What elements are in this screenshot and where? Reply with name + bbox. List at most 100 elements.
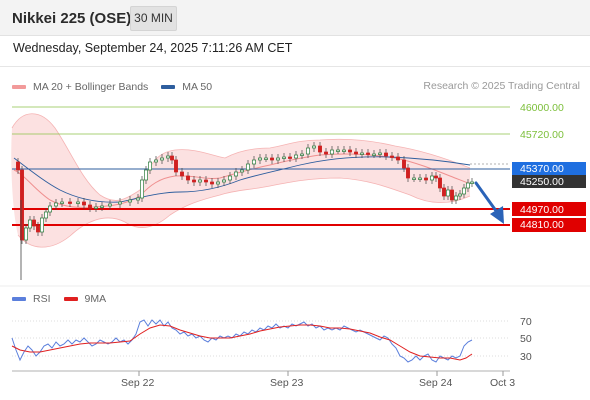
level-label-44970: 44970.00 bbox=[520, 204, 564, 216]
candle-body bbox=[466, 182, 470, 189]
candle-body bbox=[430, 175, 434, 181]
level-label-46000: 46000.00 bbox=[520, 102, 564, 114]
candle-body bbox=[210, 181, 214, 185]
candle-body bbox=[424, 177, 428, 181]
candle-body bbox=[108, 203, 112, 207]
candle-body bbox=[434, 175, 438, 179]
bollinger-lower bbox=[17, 177, 471, 248]
bollinger-band bbox=[11, 113, 470, 248]
candle-body bbox=[128, 199, 132, 203]
candle-body bbox=[354, 151, 358, 155]
rsi-legend: RSI 9MA bbox=[12, 292, 119, 306]
x-label-sep23: Sep 23 bbox=[270, 377, 303, 389]
candle-body bbox=[60, 201, 64, 204]
main-legend: MA 20 + Bollinger Bands MA 50 bbox=[12, 80, 225, 94]
candle-body bbox=[294, 154, 298, 159]
candle-body bbox=[180, 171, 184, 177]
candle-body bbox=[20, 169, 24, 241]
candle-body bbox=[390, 155, 394, 158]
rsi-tick-50: 50 bbox=[520, 333, 532, 345]
candle-body bbox=[348, 149, 352, 153]
candle-body bbox=[406, 167, 410, 179]
legend-label-ma50: MA 50 bbox=[182, 81, 213, 93]
candle-body bbox=[100, 205, 104, 208]
instrument-title: Nikkei 225 (OSE) bbox=[12, 10, 132, 27]
legend-swatch-9ma bbox=[63, 297, 78, 301]
candle-body bbox=[384, 152, 388, 157]
legend-label-rsi: RSI bbox=[33, 293, 51, 305]
legend-swatch-bollinger bbox=[12, 85, 26, 89]
candle-body bbox=[270, 157, 274, 161]
candle-body bbox=[76, 201, 80, 204]
candle-body bbox=[68, 201, 72, 204]
candle-body bbox=[174, 159, 178, 173]
candle-body bbox=[418, 177, 422, 180]
level-label-45370: 45370.00 bbox=[520, 163, 564, 175]
support-label-bg-1 bbox=[512, 202, 586, 216]
candle-body bbox=[458, 193, 462, 197]
ma20-line bbox=[13, 153, 471, 208]
candle-body bbox=[192, 179, 196, 183]
candle-body bbox=[402, 159, 406, 169]
candle-body bbox=[252, 159, 256, 165]
level-label-44810: 44810.00 bbox=[520, 219, 564, 231]
last-price-label-bg bbox=[512, 175, 586, 188]
candle-body bbox=[306, 147, 310, 155]
candle-body bbox=[198, 179, 202, 183]
x-label-sep22: Sep 22 bbox=[121, 377, 154, 389]
candle-body bbox=[282, 156, 286, 159]
candle-body bbox=[140, 179, 144, 199]
candlestick-series bbox=[16, 142, 474, 280]
candle-body bbox=[216, 181, 220, 185]
legend-item-9ma: 9MA bbox=[63, 293, 107, 305]
candle-body bbox=[312, 145, 316, 149]
chart-datetime: Wednesday, September 24, 2025 7:11:26 AM… bbox=[13, 41, 293, 55]
candle-body bbox=[82, 201, 86, 206]
interval-selector[interactable]: 30 MIN bbox=[130, 6, 177, 31]
legend-swatch-rsi bbox=[12, 297, 26, 301]
candle-body bbox=[240, 169, 244, 173]
candle-body bbox=[446, 189, 450, 197]
candle-body bbox=[148, 161, 152, 171]
candle-body bbox=[186, 175, 190, 181]
x-label-oct3: Oct 3 bbox=[490, 377, 515, 389]
candle-body bbox=[170, 155, 174, 161]
candle-body bbox=[378, 152, 382, 155]
candle-body bbox=[366, 152, 370, 155]
candle-body bbox=[144, 169, 148, 181]
candle-body bbox=[166, 155, 170, 159]
candle-body bbox=[324, 151, 328, 155]
header-divider bbox=[0, 66, 590, 67]
candle-body bbox=[234, 171, 238, 177]
candle-body bbox=[136, 197, 140, 201]
rsi-tick-70: 70 bbox=[520, 316, 532, 328]
ma50-line bbox=[13, 156, 471, 203]
candle-body bbox=[342, 149, 346, 152]
candle-body bbox=[372, 153, 376, 156]
candle-body bbox=[54, 202, 58, 207]
candle-body bbox=[228, 175, 232, 181]
candle-body bbox=[94, 206, 98, 209]
candle-body bbox=[258, 157, 262, 161]
candle-body bbox=[222, 179, 226, 183]
candle-body bbox=[336, 149, 340, 152]
x-label-sep24: Sep 24 bbox=[419, 377, 452, 389]
candle-body bbox=[246, 163, 250, 171]
legend-item-rsi: RSI bbox=[12, 293, 51, 305]
candle-body bbox=[330, 149, 334, 155]
research-credit: Research © 2025 Trading Central bbox=[423, 80, 580, 92]
rsi-9ma-line bbox=[11, 324, 473, 361]
candle-body bbox=[454, 195, 458, 201]
pivot-label-bg bbox=[512, 162, 586, 175]
legend-label-9ma: 9MA bbox=[84, 293, 107, 305]
candle-body bbox=[88, 204, 92, 209]
bollinger-upper bbox=[11, 113, 471, 201]
candle-body bbox=[450, 189, 454, 201]
candle-body bbox=[204, 179, 208, 183]
candle-body bbox=[24, 227, 28, 241]
candle-body bbox=[160, 157, 164, 161]
candle-body bbox=[16, 161, 20, 171]
candle-body bbox=[360, 152, 364, 155]
legend-item-ma50: MA 50 bbox=[161, 81, 212, 93]
